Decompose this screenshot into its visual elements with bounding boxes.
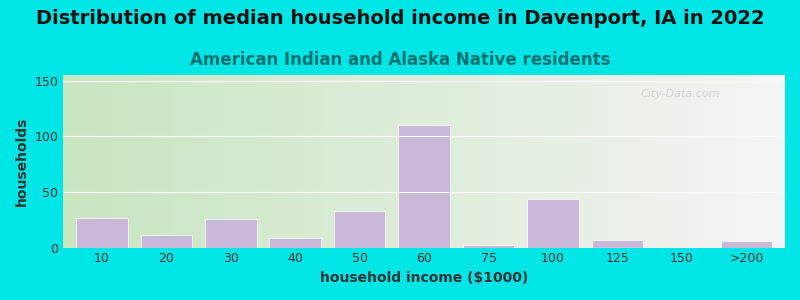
Bar <box>398 125 450 248</box>
Text: Distribution of median household income in Davenport, IA in 2022: Distribution of median household income … <box>36 9 764 28</box>
Text: American Indian and Alaska Native residents: American Indian and Alaska Native reside… <box>190 51 610 69</box>
Bar <box>270 238 321 248</box>
Bar <box>527 199 578 248</box>
Bar <box>76 218 128 248</box>
Y-axis label: households: households <box>15 117 29 206</box>
Bar <box>463 245 514 247</box>
Bar <box>334 211 386 247</box>
Bar <box>205 219 257 247</box>
Bar <box>721 241 772 247</box>
Text: City-Data.com: City-Data.com <box>641 89 720 99</box>
Bar <box>141 235 192 248</box>
Bar <box>592 240 643 248</box>
X-axis label: household income ($1000): household income ($1000) <box>320 271 528 285</box>
